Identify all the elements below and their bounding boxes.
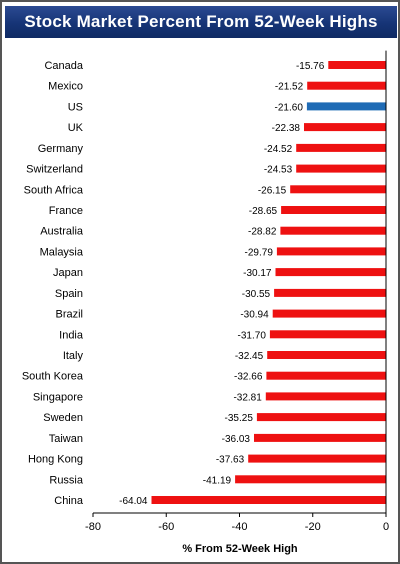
x-tick-label: 0	[383, 521, 389, 533]
category-label: France	[49, 205, 83, 217]
category-label: South Africa	[24, 184, 84, 196]
data-label: -28.65	[249, 206, 278, 217]
data-label: -31.70	[238, 330, 267, 341]
data-label: -30.17	[243, 268, 272, 279]
category-label: Switzerland	[26, 164, 83, 176]
category-label: Taiwan	[49, 433, 83, 445]
data-label: -30.94	[240, 310, 269, 321]
bar-south-africa	[290, 185, 386, 194]
bar-china	[151, 496, 386, 504]
data-label: -21.60	[275, 102, 304, 113]
category-label: India	[59, 329, 84, 341]
category-label: Singapore	[33, 391, 83, 403]
data-label: -32.45	[235, 351, 264, 362]
x-tick-label: -80	[85, 521, 101, 533]
data-label: -30.55	[242, 289, 271, 300]
category-label: Australia	[40, 226, 84, 238]
bar-spain	[274, 288, 386, 297]
bar-hong-kong	[248, 454, 386, 463]
bar-switzerland	[296, 164, 386, 173]
data-label: -26.15	[258, 185, 287, 196]
data-label: -24.53	[264, 165, 293, 176]
category-label: Sweden	[43, 412, 83, 424]
category-label: Brazil	[55, 309, 83, 321]
bar-brazil	[272, 309, 386, 318]
category-label: Canada	[44, 60, 83, 72]
data-label: -32.66	[234, 372, 263, 383]
data-label: -32.81	[233, 392, 262, 403]
bar-taiwan	[254, 433, 386, 442]
x-tick-label: -40	[232, 521, 248, 533]
category-label: Japan	[53, 267, 83, 279]
data-label: -36.03	[222, 434, 251, 445]
data-label: -24.52	[264, 144, 293, 155]
bar-australia	[280, 226, 386, 235]
bar-malaysia	[276, 247, 386, 256]
x-tick-label: -60	[158, 521, 174, 533]
bar-india	[269, 330, 386, 339]
bar-singapore	[265, 392, 386, 401]
bar-germany	[296, 143, 386, 152]
data-label: -21.52	[275, 82, 304, 93]
bar-france	[281, 206, 386, 214]
data-label: -15.76	[296, 61, 325, 72]
data-label: -22.38	[272, 123, 301, 134]
bar-south-korea	[266, 371, 386, 380]
category-label: Italy	[63, 350, 84, 362]
data-label: -37.63	[216, 455, 245, 466]
chart-title: Stock Market Percent From 52-Week Highs	[5, 6, 397, 38]
bar-japan	[275, 268, 386, 277]
category-label: Russia	[49, 474, 84, 486]
bar-italy	[267, 351, 386, 359]
data-label: -64.04	[119, 496, 148, 507]
category-label: Spain	[55, 288, 83, 300]
category-label: Hong Kong	[28, 454, 83, 466]
category-label: China	[54, 495, 84, 507]
bar-russia	[235, 475, 386, 484]
category-label: Germany	[38, 143, 84, 155]
data-label: -29.79	[245, 247, 274, 258]
data-label: -28.82	[248, 227, 277, 238]
bar-us	[306, 102, 386, 111]
data-label: -35.25	[225, 413, 254, 424]
category-label: Mexico	[48, 81, 83, 93]
bar-canada	[328, 61, 386, 69]
bar-mexico	[307, 81, 386, 90]
bar-sweden	[256, 413, 386, 422]
x-tick-label: -20	[305, 521, 321, 533]
category-label: South Korea	[22, 371, 84, 383]
bar-uk	[304, 123, 386, 132]
x-axis-label: % From 52-Week High	[182, 543, 298, 555]
data-label: -41.19	[203, 475, 232, 486]
category-label: Malaysia	[40, 246, 84, 258]
category-label: US	[68, 101, 83, 113]
category-label: UK	[68, 122, 84, 134]
